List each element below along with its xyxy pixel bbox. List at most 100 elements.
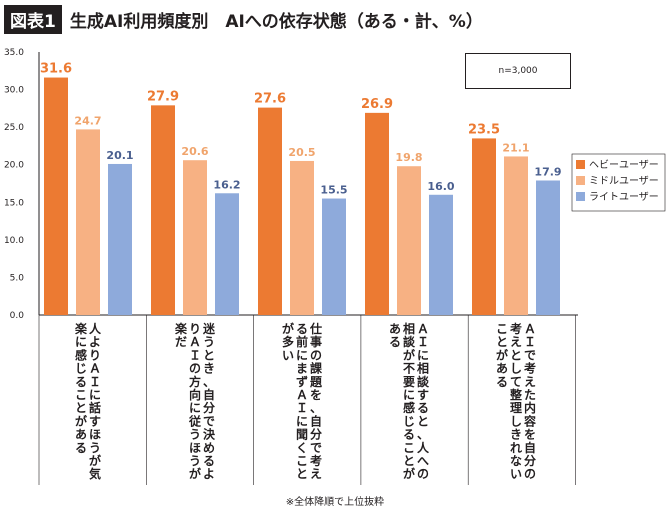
category-label: 仕事の課題を、自分で考える前にまずＡＩに聞くことが多い	[282, 321, 323, 481]
category-label-char: Ｉ	[524, 335, 536, 349]
category-label-char: で	[203, 414, 215, 428]
y-tick-label: 35.0	[4, 48, 24, 58]
category-label-char: が	[496, 347, 508, 362]
y-tick-label: 10.0	[4, 236, 24, 246]
category-label-char: り	[89, 348, 101, 362]
category-label-char: る	[496, 375, 508, 389]
category-label-char: に	[403, 388, 415, 402]
category-label-char: 相	[417, 361, 429, 376]
category-label-char: よ	[89, 335, 101, 349]
category-label-char: に	[75, 335, 87, 349]
category-label-char: 分	[203, 400, 215, 415]
category-label-char: り	[189, 322, 201, 336]
category-label: ＡＩで考えた内容を自分の考えとして整理しきれないことがある	[496, 321, 536, 481]
category-label-char: え	[510, 335, 522, 349]
bar-value-label: 24.7	[74, 114, 101, 127]
category-label-char: じ	[75, 362, 87, 376]
y-tick-label: 30.0	[4, 86, 24, 96]
category-label-char: う	[89, 441, 101, 455]
category-label-char: あ	[75, 428, 87, 442]
category-label-char: の	[417, 467, 429, 481]
category-label-char: た	[524, 388, 536, 402]
category-label-char: 分	[310, 427, 322, 442]
bar	[183, 160, 207, 315]
category-label-char: 、	[310, 401, 322, 415]
bar-value-label: 16.0	[427, 180, 454, 193]
bar-value-label: 27.6	[254, 92, 286, 107]
category-label-char: が	[403, 347, 415, 362]
category-label-char: Ａ	[296, 388, 308, 402]
category-label-char: と	[496, 335, 508, 349]
bar	[322, 198, 346, 315]
category-label-char: る	[75, 375, 87, 389]
category-label-char: 考	[510, 321, 522, 336]
bar-value-label: 23.5	[468, 122, 500, 137]
legend-swatch	[576, 176, 585, 185]
category-label-char: 自	[310, 413, 322, 428]
category-label-char: え	[524, 375, 536, 389]
y-tick-label: 5.0	[10, 273, 25, 283]
category-label-char: Ａ	[524, 322, 536, 336]
legend-swatch	[576, 192, 585, 201]
y-tick-label: 25.0	[4, 123, 24, 133]
category-label-char: 聞	[296, 428, 308, 442]
footnote: ※全体降順で上位抜粋	[285, 497, 385, 508]
bar-value-label: 19.8	[395, 151, 422, 164]
category-label-char: 感	[403, 400, 415, 415]
category-label-char: と	[510, 348, 522, 362]
category-label-char: ず	[296, 374, 308, 389]
category-label-char: 話	[89, 400, 101, 415]
category-label-char: だ	[175, 335, 187, 349]
chart-title: 図表1 生成AI利用頻度別 AIへの依存状態（ある・計、%）	[4, 4, 483, 34]
category-label-char: に	[417, 348, 429, 362]
bar	[215, 193, 239, 315]
y-tick-label: 15.0	[4, 198, 24, 208]
bar	[151, 105, 175, 315]
category-label-char: 方	[189, 374, 201, 389]
category-label-char: で	[524, 348, 536, 362]
category-label-char: う	[189, 428, 201, 442]
bar	[108, 163, 132, 315]
category-label-char: が	[189, 466, 201, 481]
category-label-char: 相	[403, 321, 415, 336]
category-label-char: な	[510, 454, 522, 468]
category-label-char: す	[89, 414, 101, 428]
category-label-char: す	[417, 388, 429, 402]
category-label-char: と	[75, 401, 87, 415]
bar	[258, 107, 282, 315]
category-label-char: 容	[523, 413, 536, 428]
category-label-char: ほ	[89, 428, 101, 442]
category-label-char: く	[296, 441, 308, 455]
category-label-char: 、	[417, 428, 429, 442]
bar	[536, 180, 560, 315]
category-label-char: あ	[389, 322, 401, 336]
category-label-char: め	[203, 441, 215, 455]
category-label-char: る	[296, 322, 308, 336]
category-label-char: 要	[403, 374, 415, 389]
category-label-char: 仕	[309, 321, 322, 336]
bar	[76, 129, 100, 315]
category-label-char: こ	[403, 441, 415, 455]
category-label-char: へ	[417, 454, 429, 468]
category-label-char: ま	[296, 362, 308, 376]
category-label-char: き	[510, 428, 522, 442]
category-label: 人よりＡＩに話すほうが気楽に感じることがある	[75, 321, 102, 481]
category-label-char: 従	[188, 413, 202, 428]
bar-value-label: 21.1	[502, 141, 529, 154]
category-label-char: Ｉ	[296, 401, 308, 415]
category-label-char: 自	[524, 440, 536, 455]
category-label-char: 考	[524, 361, 536, 376]
legend-swatch	[576, 160, 585, 169]
category-label-char: Ｉ	[89, 375, 101, 389]
bar	[365, 112, 389, 315]
category-label-char: 事	[310, 334, 322, 349]
category-label-char: 理	[510, 401, 522, 415]
category-label-char: と	[203, 348, 215, 362]
category-label-char: い	[282, 348, 294, 362]
category-label-char: 決	[203, 427, 216, 442]
figure-label: 図表1	[4, 4, 62, 34]
category-label-char: 多	[282, 334, 294, 349]
category-label-char: の	[524, 467, 536, 481]
category-label-char: こ	[75, 388, 87, 402]
bar-value-label: 20.5	[288, 146, 315, 159]
